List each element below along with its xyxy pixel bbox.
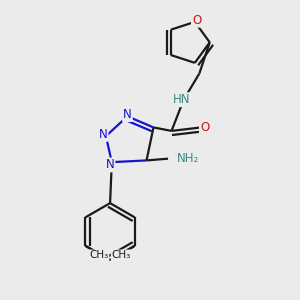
Text: CH₃: CH₃ bbox=[112, 250, 131, 260]
Text: O: O bbox=[200, 121, 209, 134]
Text: CH₃: CH₃ bbox=[89, 250, 109, 260]
Text: O: O bbox=[192, 14, 201, 27]
Text: N: N bbox=[99, 128, 107, 141]
Text: HN: HN bbox=[173, 93, 191, 106]
Text: N: N bbox=[123, 108, 132, 121]
Text: NH₂: NH₂ bbox=[177, 152, 199, 165]
Text: N: N bbox=[106, 158, 114, 171]
